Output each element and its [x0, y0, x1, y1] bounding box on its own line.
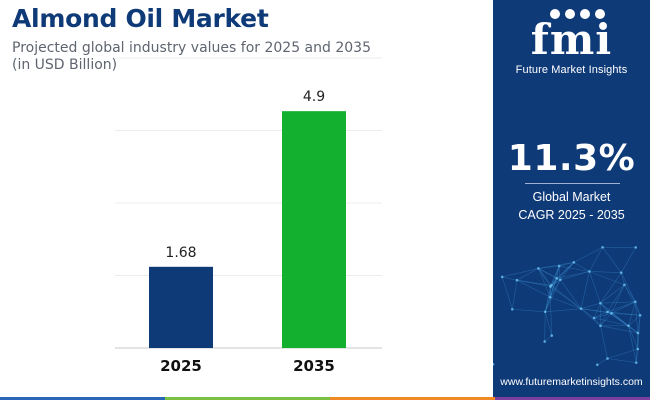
tick-label-2035: 2035 [293, 357, 335, 375]
cagr-divider [525, 183, 620, 184]
subtitle-line-2: (in USD Billion) [12, 57, 118, 73]
logo: fmi Future Market Insights [493, 4, 650, 76]
footer-stripe [0, 397, 650, 400]
value-label-2035: 4.9 [303, 89, 325, 105]
footer-segment [330, 397, 495, 400]
value-labels: 1.68 4.9 [165, 89, 325, 261]
subtitle-line-1: Projected global industry values for 202… [12, 40, 371, 56]
logo-company-name: Future Market Insights [515, 64, 628, 76]
bar-2025 [149, 266, 213, 348]
website-url: www.futuremarketinsights.com [500, 376, 643, 388]
footer-segment [0, 397, 165, 400]
footer-segment [165, 397, 330, 400]
bars [149, 111, 346, 349]
logo-icons [550, 9, 605, 19]
cagr-value: 11.3% [507, 138, 636, 179]
chart-subtitle: Projected global industry values for 202… [12, 40, 482, 74]
cagr-label: Global Market CAGR 2025 - 2035 [493, 188, 650, 224]
tick-label-2025: 2025 [160, 357, 202, 375]
cagr-label-line-1: Global Market [532, 190, 611, 204]
chart-title: Almond Oil Market [12, 4, 269, 33]
value-label-2025: 1.68 [165, 245, 196, 261]
bar-chart: 1.68 4.9 2025 2035 [115, 57, 382, 375]
footer-segment [495, 397, 650, 400]
bar-2035 [282, 111, 346, 349]
tick-labels: 2025 2035 [160, 357, 335, 375]
network-graphic [493, 245, 642, 367]
logo-mark: fmi [530, 15, 613, 64]
cagr-label-line-2: CAGR 2025 - 2035 [518, 208, 625, 222]
sidebar-panel: fmi Future Market Insights 11.3% Global … [493, 0, 650, 397]
